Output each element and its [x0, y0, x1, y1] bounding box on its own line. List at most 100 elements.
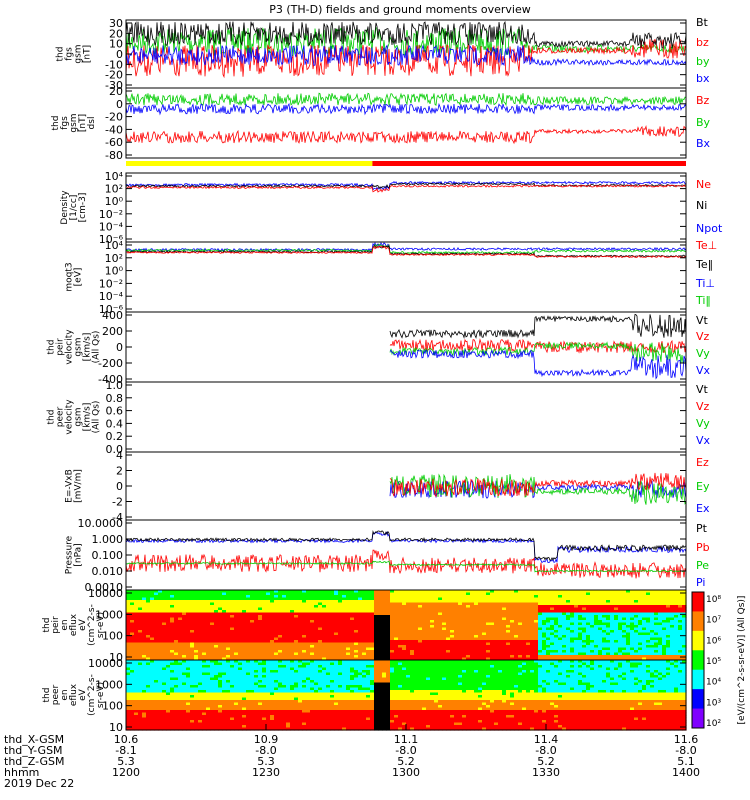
spectrogram-cell — [258, 630, 263, 634]
spectrogram-cell — [674, 597, 679, 601]
spectrogram-cell — [498, 642, 503, 646]
spectrogram-cell — [330, 647, 335, 651]
spectrogram-cell — [474, 595, 479, 599]
spectrogram-cell — [166, 610, 171, 614]
spectrogram-cell — [334, 632, 339, 636]
spectrogram-cell — [458, 642, 463, 646]
spectrogram-cell — [498, 600, 503, 604]
spectrogram-cell — [326, 600, 331, 604]
spectrogram-cell — [530, 650, 535, 654]
spectrogram-cell — [430, 592, 435, 596]
spectrogram-cell — [666, 615, 671, 619]
spectrogram-cell — [222, 685, 227, 689]
spectrogram-cell — [662, 640, 667, 644]
spectrogram-cell — [138, 635, 143, 639]
spectrogram-cell — [270, 617, 275, 621]
spectrogram-cell — [314, 600, 319, 604]
spectrogram-cell — [138, 645, 143, 649]
spectrogram-cell — [586, 637, 591, 641]
spectrogram-cell — [286, 595, 291, 599]
spectrogram-cell — [458, 607, 463, 611]
spectrogram-cell — [298, 657, 303, 661]
spectrogram-cell — [670, 647, 675, 651]
spectrogram-cell — [526, 635, 531, 639]
spectrogram-cell — [214, 712, 219, 716]
spectrogram-cell — [462, 637, 467, 641]
spectrogram-cell — [566, 622, 571, 626]
spectrogram-cell — [254, 627, 259, 631]
spectrogram-cell — [346, 630, 351, 634]
spectrogram-cell — [286, 652, 291, 656]
spectrogram-cell — [566, 602, 571, 606]
spectrogram-cell — [498, 612, 503, 616]
spectrogram-cell — [346, 592, 351, 596]
spectrogram-cell — [418, 645, 423, 649]
spectrogram-cell — [182, 710, 187, 714]
spectrogram-cell — [162, 712, 167, 716]
spectrogram-cell — [170, 687, 175, 691]
spectrogram-cell — [594, 642, 599, 646]
spectrogram-cell — [154, 657, 159, 661]
spectrogram-cell — [302, 605, 307, 609]
spectrogram-cell — [178, 615, 183, 619]
spectrogram-cell — [174, 720, 179, 724]
spectrogram-cell — [218, 620, 223, 624]
spectrogram-cell — [458, 590, 463, 594]
spectrogram-cell — [254, 607, 259, 611]
spectrogram-cell — [194, 655, 199, 659]
spectrogram-cell — [614, 637, 619, 641]
spectrogram-cell — [174, 627, 179, 631]
spectrogram-cell — [238, 680, 243, 684]
spectrogram-cell — [222, 652, 227, 656]
spectrogram-cell — [126, 697, 131, 701]
spectrogram-cell — [438, 657, 443, 661]
spectrogram-cell — [394, 590, 399, 594]
spectrogram-cell — [126, 625, 131, 629]
spectrogram-cell — [394, 602, 399, 606]
spectrogram-cell — [186, 662, 191, 666]
spectrogram-cell — [522, 617, 527, 621]
spectrogram-cell — [258, 727, 263, 731]
spectrogram-cell — [562, 632, 567, 636]
spectrogram-cell — [290, 635, 295, 639]
spectrogram-cell — [150, 727, 155, 731]
spectrogram-cell — [222, 637, 227, 641]
spectrogram-cell — [274, 655, 279, 659]
spectrogram-cell — [130, 662, 135, 666]
spectrogram-cell — [490, 592, 495, 596]
spectrogram-cell — [126, 667, 131, 671]
spectrogram-cell — [126, 590, 131, 594]
spectrogram-cell — [250, 610, 255, 614]
spectrogram-cell — [342, 642, 347, 646]
spectrogram-cell — [566, 600, 571, 604]
spectrogram-cell — [678, 647, 683, 651]
spectrogram-cell — [386, 630, 391, 634]
spectrogram-cell — [382, 642, 387, 646]
spectrogram-cell — [570, 642, 575, 646]
spectrogram-cell — [194, 707, 199, 711]
spectrogram-cell — [134, 602, 139, 606]
spectrogram-cell — [522, 625, 527, 629]
spectrogram-cell — [470, 657, 475, 661]
spectrogram-cell — [138, 702, 143, 706]
spectrogram-cell — [498, 647, 503, 651]
spectrogram-cell — [558, 657, 563, 661]
spectrogram-cell — [174, 662, 179, 666]
spectrogram-cell — [530, 597, 535, 601]
spectrogram-cell — [630, 630, 635, 634]
spectrogram-cell — [362, 615, 367, 619]
spectrogram-cell — [230, 647, 235, 651]
spectrogram-cell — [210, 667, 215, 671]
spectrogram-cell — [382, 605, 387, 609]
spectrogram-cell — [322, 617, 327, 621]
spectrogram-cell — [526, 640, 531, 644]
spectrogram-cell — [254, 717, 259, 721]
spectrogram-cell — [430, 617, 435, 621]
spectrogram-cell — [422, 615, 427, 619]
spectrogram-cell — [378, 590, 383, 594]
spectrogram-cell — [398, 627, 403, 631]
spectrogram-cell — [494, 617, 499, 621]
spectrogram-cell — [290, 610, 295, 614]
spectrogram-cell — [270, 697, 275, 701]
spectrogram-cell — [146, 612, 151, 616]
